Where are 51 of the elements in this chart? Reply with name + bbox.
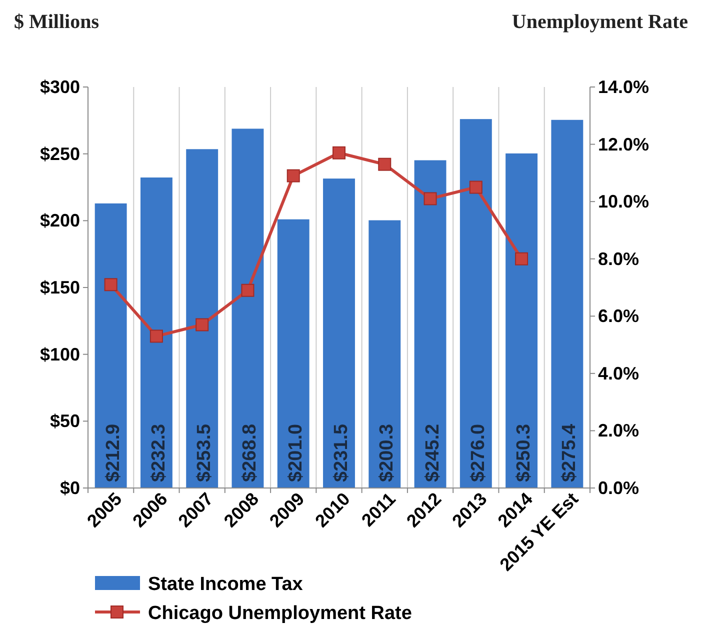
data-label: $245.2 [422,424,444,482]
y2-tick-label: 14.0% [598,77,650,97]
y2-tick-label: 4.0% [598,363,640,384]
data-label: $232.3 [148,424,170,482]
point [515,252,528,266]
bar [186,149,218,488]
legend-label: Chicago Unemployment Rate [148,603,412,624]
y-axis-title: $ Millions [14,11,100,33]
point [104,278,118,292]
bar [232,128,264,488]
y2-axis-title: Unemployment Rate [512,11,688,33]
point [469,180,482,194]
point [424,192,437,206]
y-tick-label: $200 [40,210,80,231]
data-label: $276.0 [468,424,489,482]
bar [277,219,310,488]
y2-tick-label: 8.0% [598,248,640,269]
data-label: $231.5 [331,423,352,482]
y2-tick-label: 2.0% [598,420,640,441]
bar [368,220,401,488]
data-label: $253.5 [194,423,216,482]
y2-tick-label: 12.0% [598,134,650,154]
data-label: $212.9 [102,424,124,482]
bar [506,153,538,488]
data-label: $275.4 [559,423,580,482]
point [378,158,392,171]
y-tick-label: $250 [40,144,80,164]
point [196,318,209,332]
bar [94,203,127,488]
bar [323,178,355,488]
data-label: $268.8 [240,424,261,482]
bar [140,177,172,488]
y-tick-label: $100 [40,344,80,364]
data-label: $200.3 [376,424,398,482]
y-tick-label: $0 [60,478,80,498]
y2-tick-label: 6.0% [598,306,640,326]
bar [460,119,492,488]
bar [551,120,584,488]
y-tick-label: $50 [50,411,80,432]
legend-label: State Income Tax [148,574,304,595]
data-label: $201.0 [285,424,306,482]
y2-tick-label: 10.0% [598,192,650,212]
data-label: $250.3 [514,424,535,482]
bar [414,160,446,488]
y2-tick-label: 0.0% [598,478,640,498]
point [241,284,254,297]
point [286,169,300,182]
y-tick-label: $300 [40,77,80,97]
point [150,330,163,343]
y-tick-label: $150 [40,278,80,298]
point [332,146,346,160]
